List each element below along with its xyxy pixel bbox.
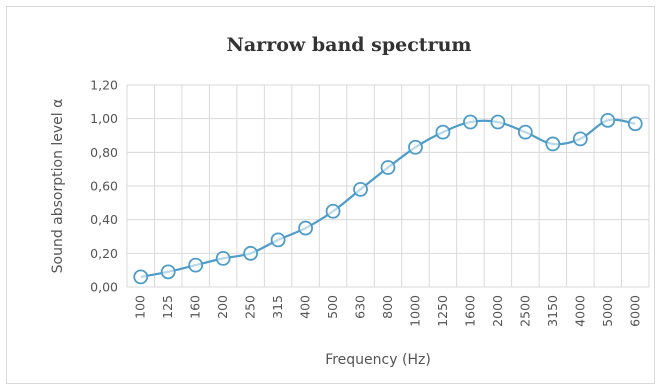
data-point-marker (517, 124, 533, 140)
x-tick-label: 4000 (572, 295, 587, 327)
data-point-marker (380, 160, 396, 175)
chart-title: Narrow band spectrum (227, 34, 472, 56)
data-point-marker (188, 257, 204, 273)
data-point-marker (298, 220, 313, 236)
data-point-marker (243, 245, 259, 261)
x-tick-label: 400 (298, 295, 313, 319)
data-point-marker (463, 114, 478, 130)
x-tick-label: 250 (243, 295, 258, 319)
x-tick-label: 100 (133, 295, 148, 319)
x-axis-ticks: 100 125 160 200 250 315 400 500 630 800 1000 1250 16… (133, 295, 643, 327)
x-tick-label: 315 (270, 295, 285, 319)
y-tick-label: 1,20 (90, 78, 118, 93)
data-points (133, 112, 643, 285)
data-point-marker (408, 139, 423, 155)
y-tick-label: 0,00 (90, 280, 118, 295)
y-tick-label: 0,60 (90, 179, 118, 194)
data-point-marker (545, 136, 561, 152)
x-axis-label: Frequency (Hz) (325, 352, 431, 368)
plot-grid (126, 84, 650, 288)
x-tick-label: 1600 (462, 295, 477, 327)
data-point-marker (133, 269, 149, 285)
data-point-marker (490, 114, 506, 130)
y-axis-label: Sound absorption level α (50, 99, 66, 274)
y-tick-label: 0,40 (90, 212, 118, 227)
data-point-marker (325, 203, 341, 219)
x-tick-label: 5000 (600, 295, 615, 327)
y-tick-label: 1,00 (90, 111, 118, 126)
x-tick-label: 500 (325, 295, 340, 319)
x-tick-label: 2500 (517, 295, 532, 327)
data-point-marker (215, 250, 231, 266)
x-tick-label: 2000 (490, 295, 505, 327)
x-tick-label: 160 (188, 295, 203, 319)
data-point-marker (435, 124, 451, 140)
chart-frame (6, 6, 655, 384)
y-tick-label: 0,20 (90, 246, 118, 261)
x-tick-label: 200 (215, 295, 230, 319)
x-tick-label: 6000 (627, 295, 642, 327)
data-point-marker (160, 264, 176, 280)
y-tick-label: 0,80 (90, 145, 118, 160)
x-tick-label: 125 (160, 295, 175, 319)
x-tick-label: 630 (353, 295, 368, 319)
x-tick-label: 800 (380, 295, 395, 319)
data-point-marker (572, 131, 588, 147)
y-axis-ticks: 0,00 0,20 0,40 0,60 0,80 1,00 1,20 (90, 78, 118, 295)
x-tick-label: 3150 (545, 295, 560, 327)
data-point-marker (353, 181, 368, 197)
x-tick-label: 1250 (435, 295, 450, 327)
data-point-marker (270, 232, 286, 248)
data-point-marker (627, 116, 643, 132)
x-tick-label: 1000 (407, 295, 422, 327)
data-point-marker (600, 112, 616, 128)
